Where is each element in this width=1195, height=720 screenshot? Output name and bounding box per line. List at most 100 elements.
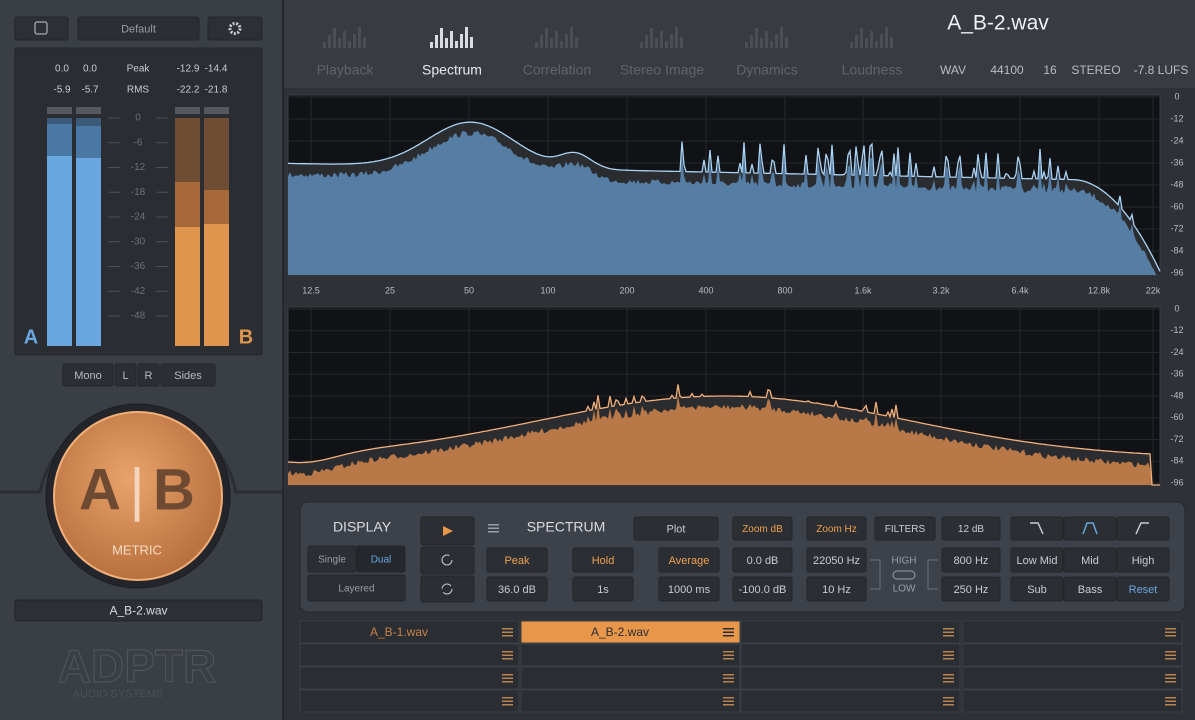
menu-icon[interactable] <box>502 651 513 653</box>
tab-icon <box>655 38 658 48</box>
menu-icon[interactable] <box>943 678 954 680</box>
menu-icon[interactable] <box>723 701 734 703</box>
menu-icon[interactable] <box>943 635 954 637</box>
menu-icon[interactable] <box>723 632 734 634</box>
menu-icon[interactable] <box>943 704 954 706</box>
filter-shape-button[interactable] <box>1011 517 1063 540</box>
menu-icon[interactable] <box>943 651 954 653</box>
filter-shape-button[interactable] <box>1064 517 1116 540</box>
slot[interactable] <box>521 667 740 689</box>
freq-label: 6.4k <box>1011 285 1029 295</box>
menu-icon[interactable] <box>723 674 734 676</box>
button-label: Peak <box>504 555 530 567</box>
monitor-button-label: R <box>145 370 153 382</box>
slot[interactable] <box>741 690 960 712</box>
menu-icon[interactable] <box>1165 674 1176 676</box>
menu-icon[interactable] <box>943 701 954 703</box>
menu-icon[interactable] <box>723 681 734 683</box>
menu-icon[interactable] <box>502 697 513 699</box>
db-label: -36 <box>1170 157 1183 167</box>
menu-icon[interactable] <box>1165 655 1176 657</box>
meter-peak <box>204 190 229 224</box>
menu-icon[interactable] <box>502 628 513 630</box>
freq-label: 12.5 <box>302 285 320 295</box>
slot[interactable] <box>300 644 519 666</box>
menu-icon[interactable] <box>723 628 734 630</box>
monitor-button-label: Sides <box>174 370 202 382</box>
menu-icon[interactable] <box>723 658 734 660</box>
menu-icon[interactable] <box>1165 701 1176 703</box>
dropdown-label: 12 dB <box>958 524 984 535</box>
menu-icon[interactable] <box>723 655 734 657</box>
db-label: -96 <box>1170 267 1183 277</box>
menu-icon[interactable] <box>1165 704 1176 706</box>
menu-icon[interactable] <box>723 697 734 699</box>
freq-label: 22k <box>1146 285 1161 295</box>
menu-icon[interactable] <box>943 697 954 699</box>
menu-icon[interactable] <box>723 651 734 653</box>
slot[interactable] <box>521 644 740 666</box>
menu-icon[interactable] <box>723 704 734 706</box>
menu-icon[interactable] <box>502 655 513 657</box>
slot[interactable] <box>521 690 740 712</box>
menu-icon[interactable] <box>1165 651 1176 653</box>
menu-icon[interactable] <box>502 674 513 676</box>
tab-icon <box>855 35 858 48</box>
menu-icon[interactable] <box>943 655 954 657</box>
slot[interactable] <box>300 667 519 689</box>
menu-icon[interactable] <box>943 658 954 660</box>
loop-button[interactable] <box>421 576 474 602</box>
menu-icon[interactable] <box>502 678 513 680</box>
menu-icon[interactable] <box>502 701 513 703</box>
filter-shape-button[interactable] <box>1117 517 1169 540</box>
menu-icon[interactable] <box>1165 628 1176 630</box>
menu-icon[interactable] <box>1165 697 1176 699</box>
menu-icon[interactable] <box>1165 681 1176 683</box>
tab[interactable]: Loudness <box>842 62 903 78</box>
tab-icon <box>535 42 538 48</box>
menu-icon[interactable] <box>943 674 954 676</box>
db-label: -24 <box>1170 347 1183 357</box>
tab-icon <box>680 37 683 48</box>
tab[interactable]: Correlation <box>523 62 591 78</box>
button-label: Bass <box>1078 584 1103 596</box>
menu-icon[interactable] <box>723 678 734 680</box>
menu-icon[interactable] <box>502 658 513 660</box>
menu-icon[interactable] <box>943 628 954 630</box>
slot[interactable] <box>963 644 1182 666</box>
slot[interactable] <box>963 667 1182 689</box>
tab[interactable]: Stereo Image <box>620 62 704 78</box>
slot[interactable] <box>963 690 1182 712</box>
slot[interactable] <box>741 667 960 689</box>
menu-icon[interactable] <box>488 528 499 530</box>
menu-icon[interactable] <box>502 704 513 706</box>
menu-icon[interactable] <box>943 632 954 634</box>
tab[interactable]: Dynamics <box>736 62 797 78</box>
settings-button[interactable] <box>208 17 262 40</box>
menu-icon[interactable] <box>502 635 513 637</box>
menu-icon[interactable] <box>502 632 513 634</box>
slot[interactable] <box>963 621 1182 643</box>
menu-icon[interactable] <box>1165 658 1176 660</box>
filter-label: LOW <box>893 584 916 595</box>
menu-icon[interactable] <box>1165 678 1176 680</box>
tab-icon <box>435 35 438 48</box>
menu-icon[interactable] <box>502 681 513 683</box>
menu-icon[interactable] <box>488 531 499 533</box>
slot[interactable] <box>300 690 519 712</box>
tab[interactable]: Spectrum <box>422 62 482 78</box>
meter-scale-label: -30 <box>131 236 146 247</box>
menu-icon[interactable] <box>488 524 499 526</box>
refresh-button[interactable] <box>421 547 474 574</box>
menu-icon[interactable] <box>723 635 734 637</box>
menu-icon[interactable] <box>1165 632 1176 634</box>
slot[interactable] <box>741 644 960 666</box>
menu-icon[interactable] <box>1165 635 1176 637</box>
menu-icon[interactable] <box>943 681 954 683</box>
tab[interactable]: Playback <box>317 62 375 78</box>
freq-label: 200 <box>619 285 634 295</box>
icon-button[interactable] <box>15 17 68 40</box>
slot[interactable] <box>741 621 960 643</box>
meter-cap <box>76 107 101 114</box>
